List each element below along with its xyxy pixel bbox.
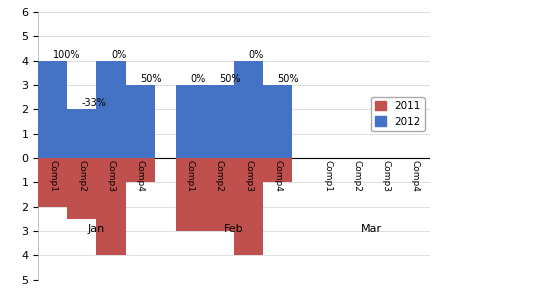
Text: Comp3: Comp3 [244, 160, 253, 192]
Text: 0%: 0% [111, 50, 126, 60]
Bar [96, 61, 126, 158]
Text: Comp4: Comp4 [135, 160, 145, 192]
Bar [126, 158, 154, 182]
Bar [234, 61, 263, 158]
Bar [96, 158, 126, 255]
Text: 50%: 50% [140, 74, 162, 84]
Text: Comp3: Comp3 [107, 160, 115, 192]
Bar [263, 158, 292, 182]
Text: Comp1: Comp1 [323, 160, 332, 192]
Text: Comp1: Comp1 [186, 160, 195, 192]
Text: 50%: 50% [219, 74, 241, 84]
Bar [263, 85, 292, 158]
Bar [67, 158, 96, 219]
Text: Comp1: Comp1 [48, 160, 57, 192]
Bar [67, 109, 96, 158]
Bar [38, 61, 67, 158]
Text: 50%: 50% [277, 74, 299, 84]
Bar [205, 85, 234, 158]
Legend: 2011, 2012: 2011, 2012 [371, 97, 424, 131]
Text: Comp2: Comp2 [353, 160, 361, 192]
Text: -33%: -33% [82, 98, 107, 108]
Text: Mar: Mar [361, 224, 382, 234]
Text: Comp4: Comp4 [273, 160, 282, 192]
Bar [234, 158, 263, 255]
Text: 0%: 0% [190, 74, 206, 84]
Bar [176, 85, 205, 158]
Bar [176, 158, 205, 231]
Text: Comp3: Comp3 [381, 160, 391, 192]
Bar [126, 85, 154, 158]
Text: 100%: 100% [53, 50, 80, 60]
Text: Feb: Feb [224, 224, 244, 234]
Text: Comp2: Comp2 [77, 160, 86, 192]
Text: Comp4: Comp4 [411, 160, 419, 192]
Text: Comp2: Comp2 [215, 160, 224, 192]
Text: Jan: Jan [88, 224, 105, 234]
Text: 0%: 0% [249, 50, 264, 60]
Bar [205, 158, 234, 231]
Bar [38, 158, 67, 207]
